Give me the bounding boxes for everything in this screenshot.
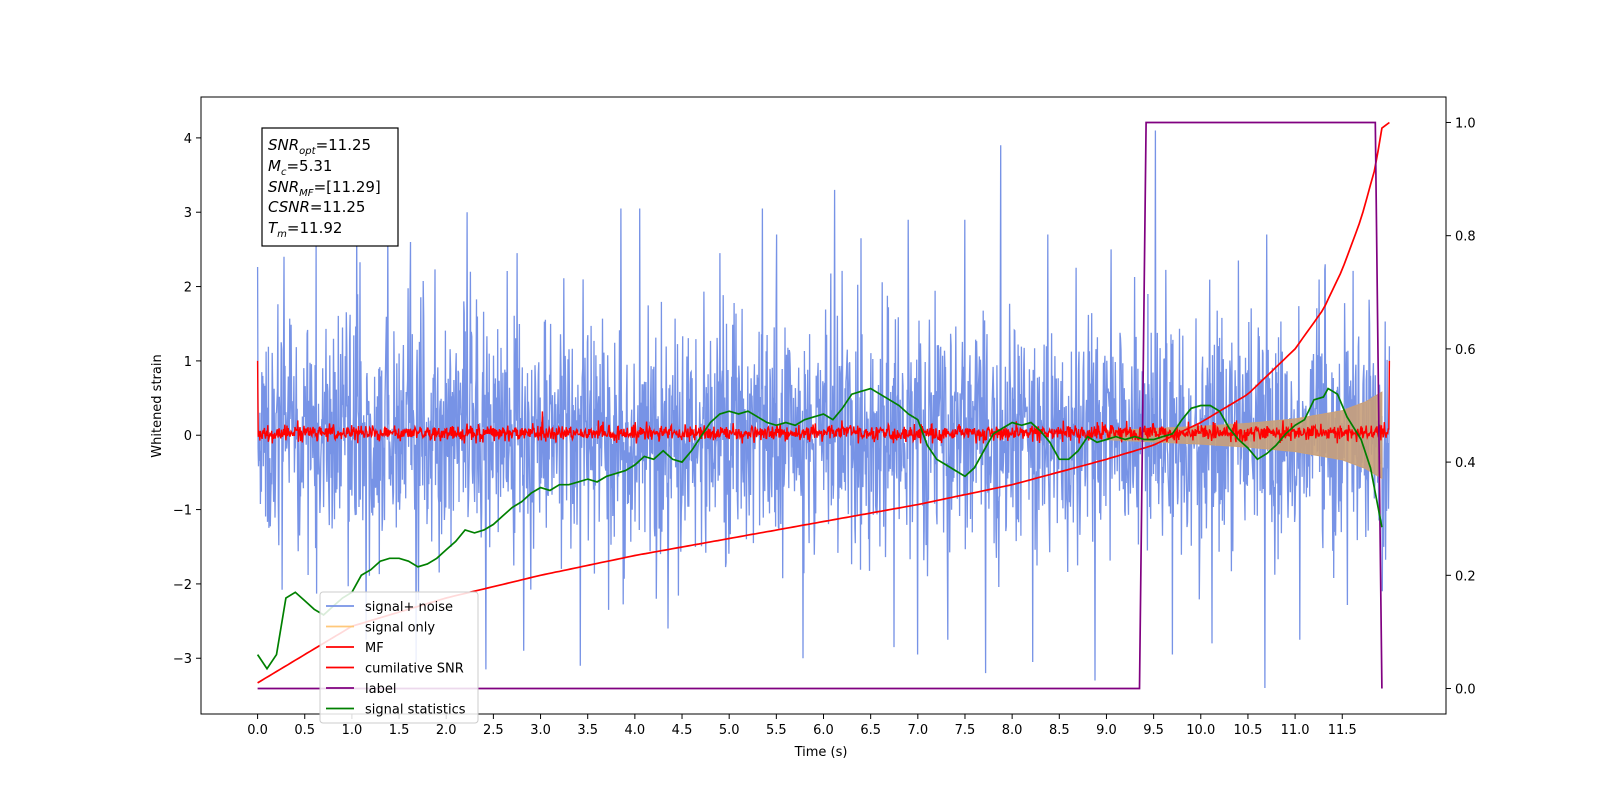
x-tick-label: 4.5 xyxy=(672,723,693,738)
legend-label: signal+ noise xyxy=(365,600,453,615)
x-tick-label: 3.0 xyxy=(530,723,551,738)
series-signal-statistics xyxy=(256,387,1383,671)
x-tick-label: 10.0 xyxy=(1186,723,1215,738)
x-tick-label: 5.5 xyxy=(766,723,787,738)
series-mf xyxy=(256,360,1391,444)
x-tick-label: 0.0 xyxy=(247,723,268,738)
annotation-snr-mf: SNRMF=[11.29] xyxy=(268,178,381,199)
annotation-frame xyxy=(261,127,399,247)
x-tick-label: 1.0 xyxy=(342,723,363,738)
x-tick-label: 0.5 xyxy=(294,723,315,738)
y-tick-label: 2 xyxy=(184,281,192,296)
legend-frame xyxy=(319,591,479,724)
x-axis-label: Time (s) xyxy=(794,745,848,760)
annotation-mc: Mc=5.31 xyxy=(268,157,332,178)
annotation-tm: Tm=11.92 xyxy=(268,219,342,240)
x-tick-label: 10.5 xyxy=(1233,723,1262,738)
x-tick-label: 7.0 xyxy=(907,723,928,738)
y-tick-label: −2 xyxy=(173,578,192,593)
annotation-snr-opt: SNRopt=11.25 xyxy=(268,136,371,157)
y-tick-label: 4 xyxy=(184,132,192,147)
y2-tick-label: 0.2 xyxy=(1455,569,1476,584)
legend-label: cumilative SNR xyxy=(365,662,464,677)
y-tick-label: 1 xyxy=(184,355,192,370)
series-label xyxy=(257,121,1383,690)
x-axis: 0.0 0.5 1.0 1.5 2.0 2.5 3.0 3.5 4.0 4.5 5.0 5.5 6.0 6… xyxy=(247,714,1357,738)
y2-tick-label: 0.6 xyxy=(1455,343,1476,358)
x-tick-label: 6.5 xyxy=(860,723,881,738)
legend-label: MF xyxy=(365,641,384,656)
x-tick-label: 2.5 xyxy=(483,723,504,738)
x-tick-label: 11.5 xyxy=(1328,723,1357,738)
y-tick-label: 3 xyxy=(184,206,192,221)
x-tick-label: 8.0 xyxy=(1002,723,1023,738)
legend-label: label xyxy=(365,682,396,697)
x-tick-label: 1.5 xyxy=(389,723,410,738)
legend-label: signal only xyxy=(365,621,435,636)
x-tick-label: 3.5 xyxy=(577,723,598,738)
y-tick-label: −3 xyxy=(173,652,192,667)
y2-tick-label: 1.0 xyxy=(1455,116,1476,131)
x-tick-label: 2.0 xyxy=(436,723,457,738)
y2-tick-label: 0.0 xyxy=(1455,683,1476,698)
annotation-box: SNRopt=11.25 Mc=5.31 SNRMF=[11.29] CSNR=… xyxy=(261,127,399,247)
annotation-csnr: CSNR=11.25 xyxy=(268,198,365,216)
y-tick-label: 0 xyxy=(184,429,192,444)
legend: signal+ noise signal only MF cumilative SNR… xyxy=(319,591,479,724)
x-tick-label: 9.0 xyxy=(1096,723,1117,738)
x-tick-label: 7.5 xyxy=(955,723,976,738)
x-tick-label: 8.5 xyxy=(1049,723,1070,738)
legend-label: signal statistics xyxy=(365,703,466,718)
series-signal-noise xyxy=(256,130,1391,689)
x-tick-label: 5.0 xyxy=(719,723,740,738)
x-tick-label: 4.0 xyxy=(625,723,646,738)
y2-tick-label: 0.8 xyxy=(1455,230,1476,245)
y-axis-right: 0.0 0.2 0.4 0.6 0.8 1.0 xyxy=(1446,116,1476,698)
x-tick-label: 6.0 xyxy=(813,723,834,738)
x-tick-label: 9.5 xyxy=(1143,723,1164,738)
y-axis-label: Whitened strain xyxy=(150,354,165,457)
y-axis-left: −3 −2 −1 0 1 2 3 4 xyxy=(173,132,201,667)
y-tick-label: −1 xyxy=(173,504,192,519)
y2-tick-label: 0.4 xyxy=(1455,456,1476,471)
x-tick-label: 11.0 xyxy=(1281,723,1310,738)
